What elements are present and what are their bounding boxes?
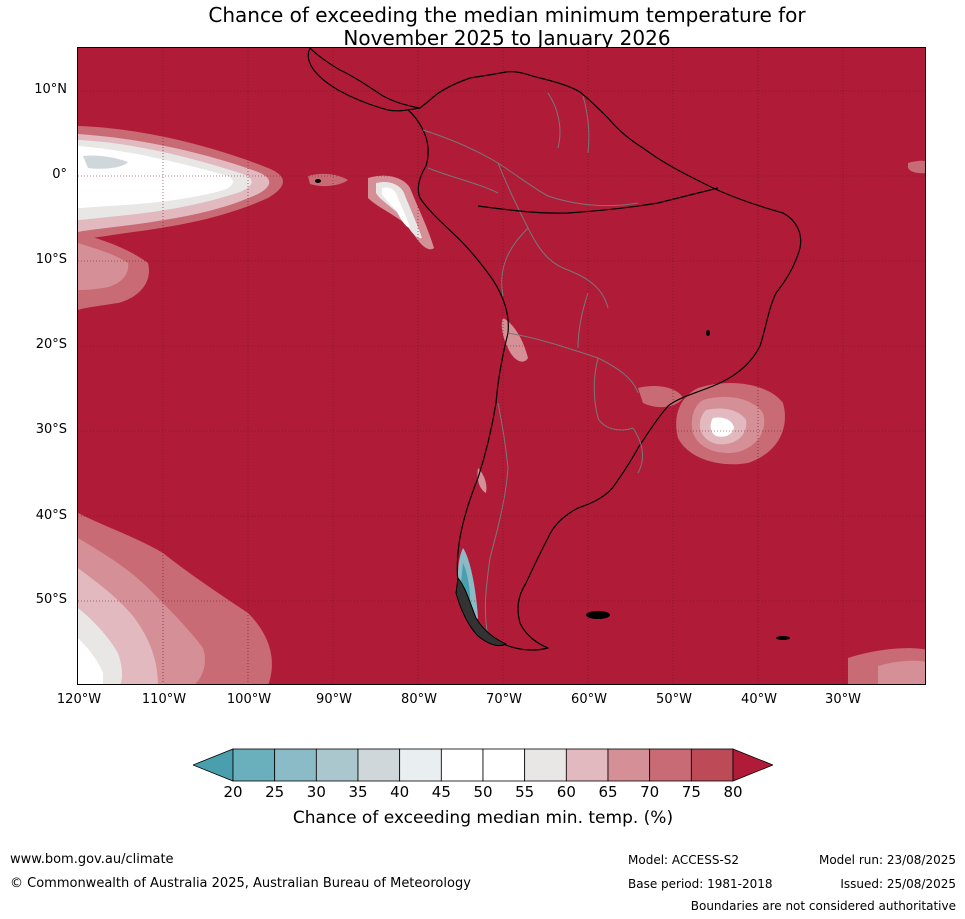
lat-label-50s: 50°S xyxy=(35,592,67,607)
amazon-river xyxy=(477,187,719,214)
peru-coast-anomaly xyxy=(308,173,434,250)
south-america-coastline xyxy=(309,48,802,651)
lon-label-60w: 60°W xyxy=(571,692,607,707)
colorbar-extend-low xyxy=(193,748,234,782)
central-america-coastline xyxy=(307,48,421,112)
south-atlantic-anomaly xyxy=(638,383,785,465)
colorbar xyxy=(193,748,773,782)
colorbar-swatch xyxy=(315,748,359,782)
country-borders xyxy=(422,92,644,639)
lat-label-0: 0° xyxy=(52,167,67,182)
colorbar-swatch xyxy=(690,748,734,782)
colorbar-swatch xyxy=(357,748,401,782)
footer-issued: Issued: 25/08/2025 xyxy=(840,877,956,891)
map-title: Chance of exceeding the median minimum t… xyxy=(0,4,965,50)
colorbar-swatch xyxy=(649,748,692,782)
lon-label-70w: 70°W xyxy=(486,692,522,707)
colorbar-tick-label: 30 xyxy=(306,783,326,801)
colorbar-tick-label: 55 xyxy=(515,783,535,801)
lon-label-80w: 80°W xyxy=(401,692,437,707)
colorbar-swatch xyxy=(399,748,442,782)
lat-label-40s: 40°S xyxy=(35,508,67,523)
colorbar-swatch xyxy=(232,748,276,782)
colorbar-tick-label: 50 xyxy=(473,783,493,801)
colorbar-extend-high xyxy=(732,748,773,782)
map-title-line-1: Chance of exceeding the median minimum t… xyxy=(208,3,806,27)
colorbar-label: Chance of exceeding median min. temp. (%… xyxy=(292,808,674,828)
colorbar-swatch xyxy=(440,748,484,782)
pacific-anomaly-region xyxy=(78,126,925,310)
lon-label-120w: 120°W xyxy=(56,692,102,707)
colorbar-swatch xyxy=(607,748,651,782)
lat-label-10n: 10°N xyxy=(34,82,67,97)
colorbar-tick-label: 25 xyxy=(265,783,285,801)
footer-copyright: © Commonwealth of Australia 2025, Austra… xyxy=(10,876,471,891)
lon-label-110w: 110°W xyxy=(141,692,187,707)
colorbar-tick-label: 20 xyxy=(223,783,243,801)
colorbar-swatch xyxy=(565,748,609,782)
footer-disclaimer: Boundaries are not considered authoritat… xyxy=(690,899,956,913)
colorbar-swatches xyxy=(193,748,773,782)
islands xyxy=(315,179,790,640)
colorbar-tick-label: 80 xyxy=(723,783,743,801)
colorbar-tick-label: 35 xyxy=(348,783,368,801)
graticule xyxy=(78,48,925,684)
footer-model: Model: ACCESS-S2 xyxy=(628,853,740,867)
colorbar-tick-label: 75 xyxy=(681,783,701,801)
lat-label-20s: 20°S xyxy=(35,337,67,352)
lon-label-100w: 100°W xyxy=(226,692,272,707)
colorbar-tick-label: 40 xyxy=(390,783,410,801)
map-title-line-2: November 2025 to January 2026 xyxy=(343,26,671,50)
colorbar-tick-label: 60 xyxy=(556,783,576,801)
lat-label-10s: 10°S xyxy=(35,252,67,267)
map-canvas xyxy=(78,48,925,684)
lon-label-50w: 50°W xyxy=(656,692,692,707)
colorbar-tick-label: 65 xyxy=(598,783,618,801)
footer-base-period: Base period: 1981-2018 xyxy=(628,877,773,891)
footer-website[interactable]: www.bom.gov.au/climate xyxy=(10,852,174,867)
south-pacific-anomaly xyxy=(78,513,925,684)
chile-fjords xyxy=(455,576,508,647)
colorbar-tick-label: 70 xyxy=(640,783,660,801)
lon-label-40w: 40°W xyxy=(741,692,777,707)
lon-label-30w: 30°W xyxy=(825,692,861,707)
map-panel xyxy=(77,47,926,685)
lon-label-90w: 90°W xyxy=(316,692,352,707)
footer-model-run: Model run: 23/08/2025 xyxy=(818,853,956,867)
colorbar-swatch xyxy=(482,748,526,782)
colorbar-tick-label: 45 xyxy=(431,783,451,801)
colorbar-swatch xyxy=(524,748,567,782)
lat-label-30s: 30°S xyxy=(35,422,67,437)
colorbar-swatch xyxy=(274,748,317,782)
